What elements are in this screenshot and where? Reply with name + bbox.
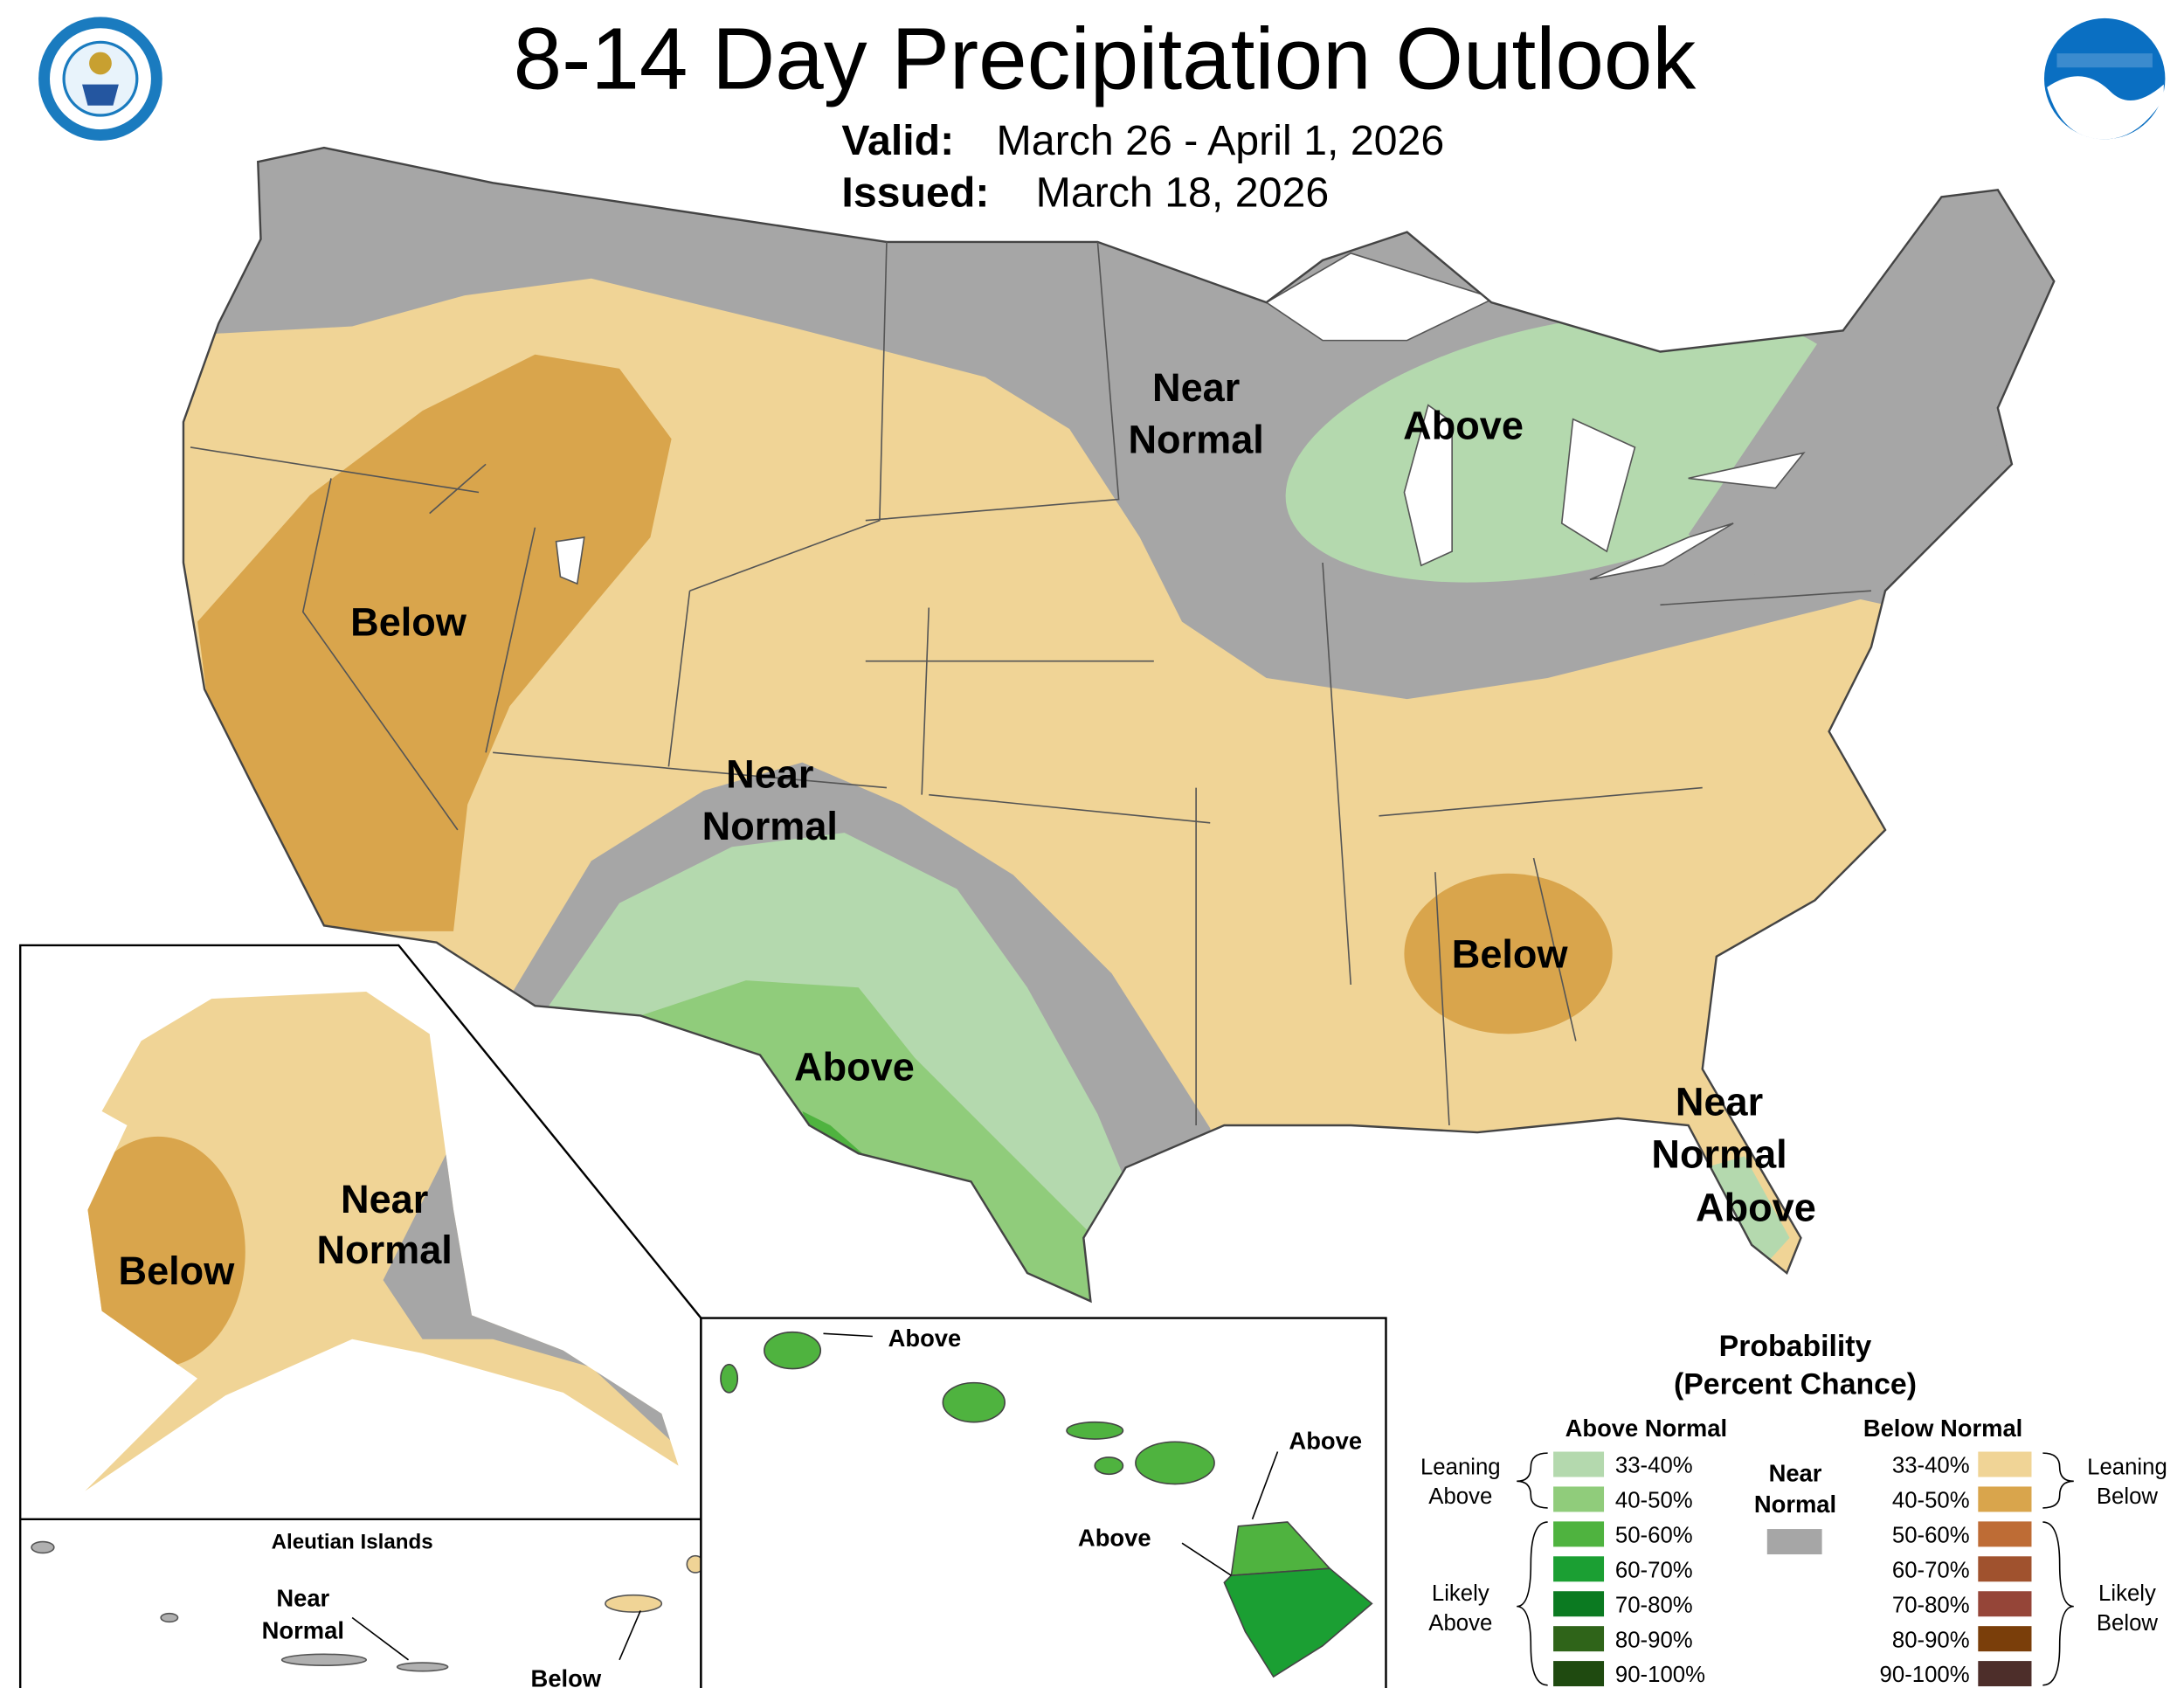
- island: [1135, 1441, 1215, 1485]
- issued-label: Issued:: [841, 169, 989, 217]
- map-label: Normal: [702, 804, 838, 848]
- map-label: Near: [726, 752, 813, 797]
- hawaii: [720, 1331, 1373, 1678]
- legend-group: Below: [2097, 1484, 2159, 1509]
- legend-swatch: [1978, 1661, 2032, 1687]
- island: [764, 1331, 822, 1370]
- valid-text: March 26 - April 1, 2026: [997, 117, 1445, 164]
- legend-swatch: [1553, 1451, 1605, 1477]
- region-near: [1688, 326, 2012, 605]
- pointer: [619, 1610, 641, 1661]
- bracket: [1517, 1521, 1548, 1686]
- aleutian-tan: [605, 1554, 705, 1613]
- map-label: Above: [794, 1044, 915, 1089]
- legend-heading: Above Normal: [1565, 1415, 1727, 1442]
- legend-label: 40-50%: [1892, 1489, 1970, 1513]
- map-label: Normal: [1651, 1131, 1787, 1176]
- legend-label: 40-50%: [1615, 1489, 1693, 1513]
- issued-text: March 18, 2026: [1036, 169, 1330, 217]
- legend-group: Likely: [2098, 1581, 2156, 1606]
- island: [1094, 1456, 1124, 1476]
- legend-label: Near: [1769, 1459, 1822, 1486]
- legend-group: Likely: [1432, 1581, 1489, 1606]
- legend-swatch: [1553, 1591, 1605, 1617]
- map-label: Above: [888, 1325, 962, 1352]
- legend-label: 60-70%: [1892, 1558, 1970, 1582]
- legend-label: 70-80%: [1615, 1593, 1693, 1617]
- map-label: Near: [1676, 1080, 1763, 1124]
- legend-swatch: [1978, 1451, 2032, 1477]
- legend-label: 50-60%: [1615, 1524, 1693, 1548]
- legend-label: 90-100%: [1615, 1663, 1705, 1687]
- legend-label: 33-40%: [1892, 1454, 1970, 1478]
- map-label: Near: [276, 1585, 329, 1612]
- pointers: [823, 1332, 1279, 1576]
- legend-title: (Percent Chance): [1674, 1368, 1917, 1401]
- title: 8-14 Day Precipitation Outlook: [514, 10, 1697, 107]
- legend-label: 80-90%: [1615, 1628, 1693, 1652]
- bracket: [2042, 1521, 2074, 1686]
- map-label: Below: [531, 1664, 602, 1688]
- region-below-40: [197, 354, 672, 931]
- legend-group: Leaning: [2087, 1455, 2167, 1479]
- map-label: Near: [1152, 365, 1240, 410]
- island: [1066, 1421, 1124, 1440]
- legend-label: 33-40%: [1615, 1454, 1693, 1478]
- map-label: Above: [1289, 1427, 1362, 1454]
- noaa-logo: [2043, 17, 2166, 140]
- legend-swatch: [1978, 1556, 2032, 1582]
- region-below-40: [1404, 873, 1613, 1034]
- legend-swatch: [1978, 1486, 2032, 1512]
- legend-label: 70-80%: [1892, 1593, 1970, 1617]
- legend-group: Leaning: [1420, 1455, 1501, 1479]
- bracket: [1517, 1452, 1548, 1509]
- legend-swatch: [1978, 1521, 2032, 1547]
- map-label: Below: [119, 1249, 236, 1293]
- map-label: Below: [1452, 932, 1569, 977]
- state-lines: [190, 241, 1871, 1126]
- map-label: Normal: [262, 1617, 344, 1644]
- commerce-seal: [38, 17, 162, 141]
- inset-title: Aleutian Islands: [272, 1531, 433, 1554]
- legend-swatch: [1553, 1486, 1605, 1512]
- legend-swatch: [1553, 1521, 1605, 1547]
- legend-swatch: [1553, 1661, 1605, 1687]
- pointer: [351, 1616, 410, 1661]
- map-label: Normal: [317, 1228, 453, 1272]
- legend-label: 50-60%: [1892, 1524, 1970, 1548]
- legend-swatch: [1978, 1591, 2032, 1617]
- legend-swatch: [1553, 1556, 1605, 1582]
- map-label: Above: [1696, 1185, 1816, 1229]
- map-label: Above: [1078, 1524, 1151, 1551]
- island: [720, 1363, 739, 1394]
- legend-swatch: [1766, 1529, 1822, 1555]
- bracket: [2042, 1452, 2074, 1509]
- legend-label: 80-90%: [1892, 1628, 1970, 1652]
- map-label: Above: [1403, 403, 1524, 447]
- lake: [555, 252, 1806, 585]
- island: [942, 1381, 1006, 1423]
- legend-group: Above: [1428, 1611, 1492, 1636]
- island: [1223, 1567, 1373, 1678]
- legend-group: Above: [1428, 1484, 1492, 1509]
- legend-label: 90-100%: [1880, 1663, 1970, 1687]
- legend-title: Probability: [1719, 1330, 1872, 1363]
- legend-label: Normal: [1754, 1491, 1836, 1518]
- legend-heading: Below Normal: [1863, 1415, 2022, 1442]
- aleutian-islands: [31, 1540, 449, 1672]
- legend-label: 60-70%: [1615, 1558, 1693, 1582]
- legend-swatch: [1553, 1626, 1605, 1652]
- map-label: Near: [341, 1177, 428, 1221]
- region-below-40: [85, 1136, 245, 1367]
- valid-label: Valid:: [841, 117, 954, 164]
- map-label: Normal: [1128, 417, 1263, 461]
- map-label: Below: [350, 600, 467, 645]
- legend-swatch: [1978, 1626, 2032, 1652]
- legend-group: Below: [2097, 1611, 2159, 1636]
